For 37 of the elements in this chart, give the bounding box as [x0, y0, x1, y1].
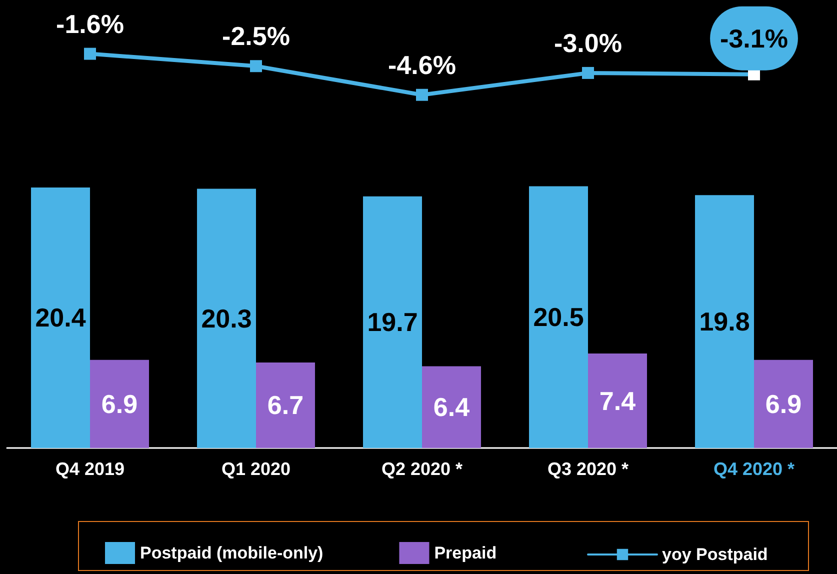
data-label: 6.7: [267, 390, 304, 420]
bar: [422, 366, 481, 448]
data-label: 7.4: [599, 386, 636, 416]
data-label: 19.7: [367, 307, 418, 338]
bar: [754, 360, 813, 448]
point: [416, 88, 428, 101]
bar: [363, 196, 422, 448]
point: [250, 60, 262, 72]
bar: [256, 362, 315, 448]
data-label: -1.6%: [56, 8, 124, 39]
x-tick-label: Q2 2020 *: [381, 459, 463, 479]
bar: [90, 360, 149, 448]
point: [84, 48, 96, 60]
legend-label: Postpaid (mobile-only): [140, 544, 324, 562]
x-tick-label: Q4 2020 *: [713, 459, 795, 479]
x-tick-label: Q1 2020: [221, 459, 291, 479]
data-label: 19.8: [699, 306, 750, 337]
data-label: 6.9: [101, 388, 138, 419]
x-tick-label: Q3 2020 *: [547, 459, 629, 479]
point: [582, 66, 594, 79]
legend-label: Prepaid: [434, 544, 497, 562]
bar: [31, 188, 90, 448]
bar: [197, 188, 256, 448]
data-label: 20.5: [533, 302, 584, 332]
data-label: -2.5%: [222, 21, 290, 52]
data-label: 6.9: [765, 388, 802, 419]
bar: [695, 195, 754, 448]
data-label: 20.4: [35, 302, 86, 333]
data-label: 6.4: [433, 392, 470, 422]
data-label: -3.0%: [554, 28, 622, 58]
data-label: 20.3: [201, 303, 252, 334]
bar: [529, 186, 588, 448]
bar: [588, 354, 647, 448]
data-label: -4.6%: [388, 50, 456, 80]
data-label: -3.1%: [720, 23, 788, 54]
legend-label: yoy Postpaid: [662, 545, 768, 564]
x-tick-label: Q4 2019: [55, 459, 125, 479]
